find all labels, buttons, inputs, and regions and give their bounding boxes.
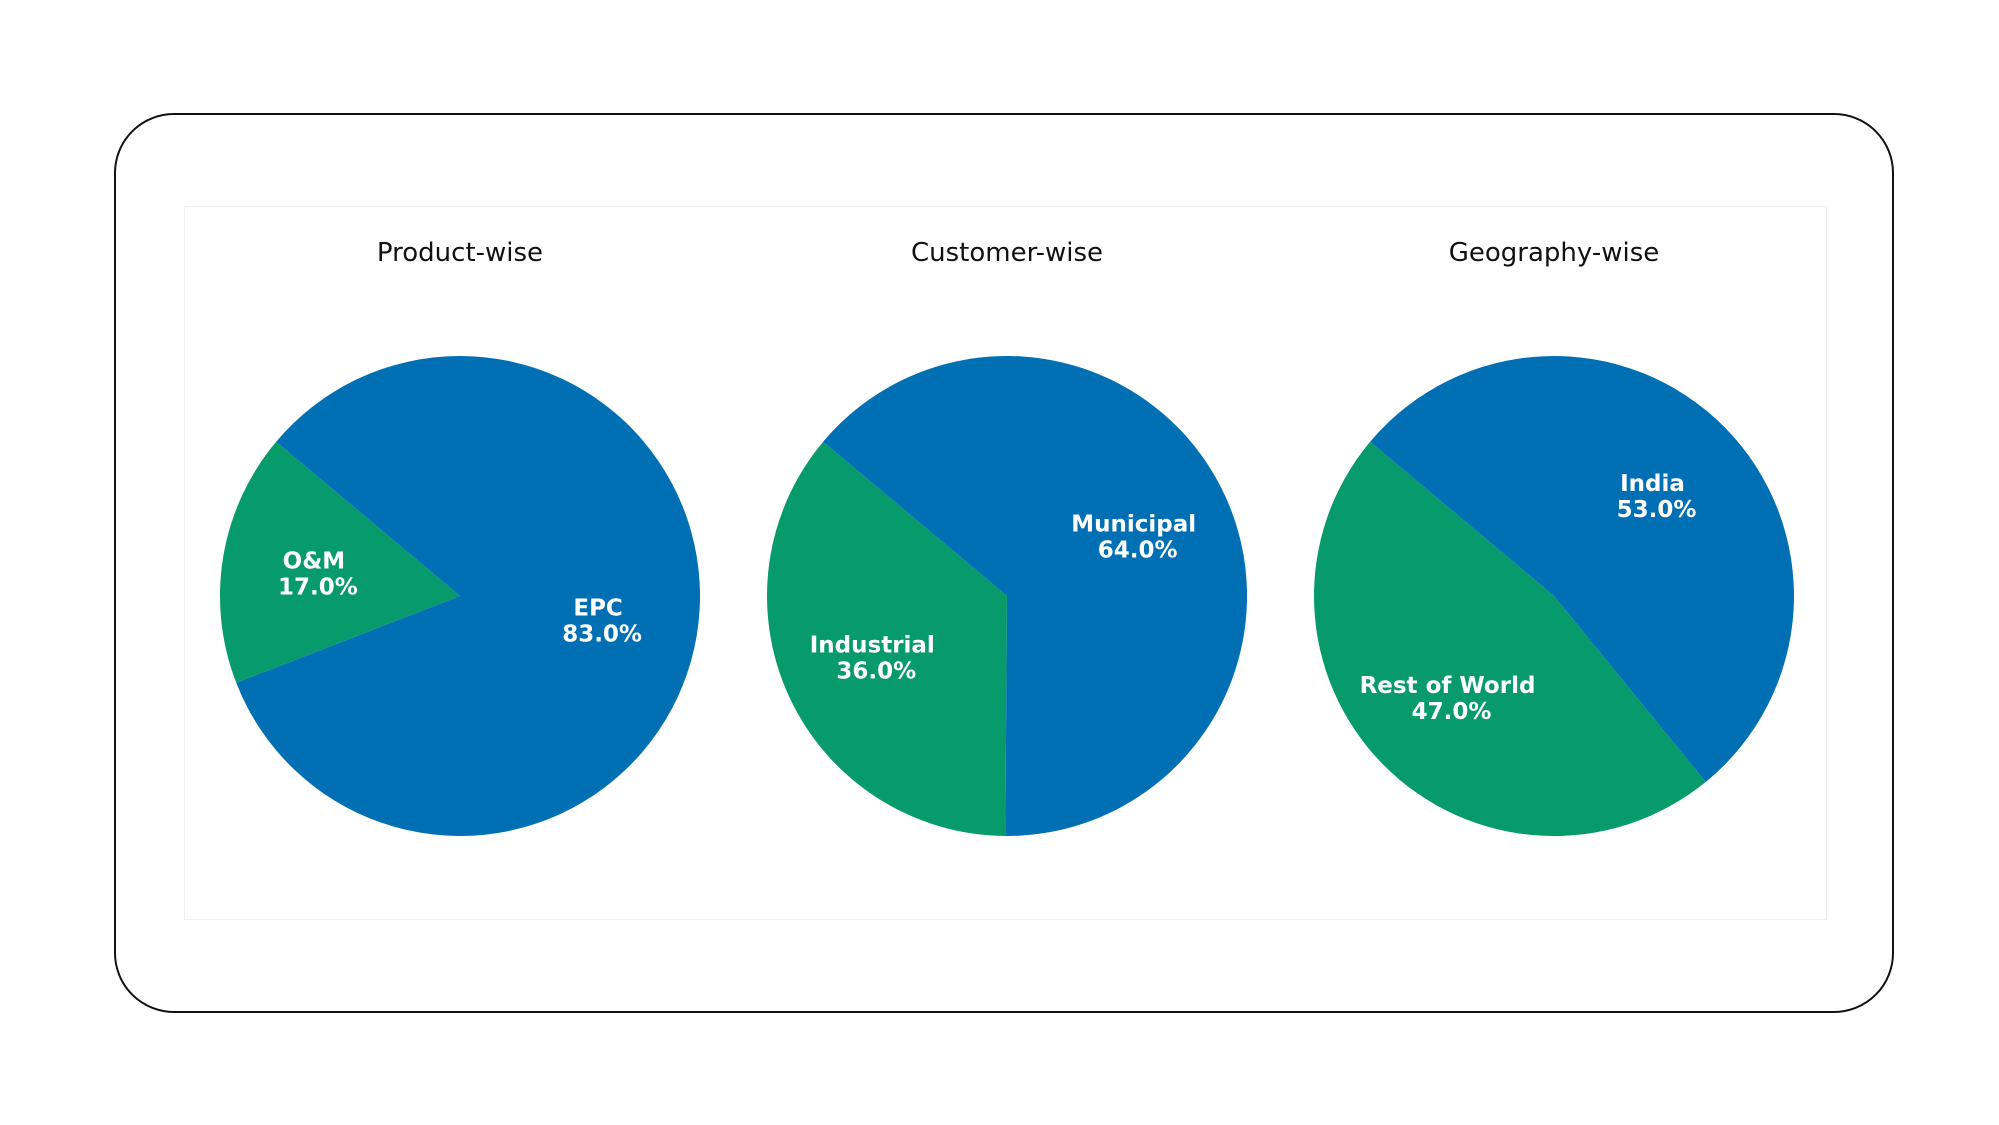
slice-label-om: O&M 17.0% (278, 549, 358, 601)
pie-chart-product: Product-wise O&M 17.0% EPC 83.0% (219, 238, 700, 837)
slice-name-industrial: Industrial (810, 632, 935, 658)
slice-label-municipal: Municipal 64.0% (1071, 512, 1204, 564)
slice-name-om: O&M (283, 549, 346, 575)
pie-slice-industrial (767, 441, 1007, 836)
pie-chart-geography: Geography-wise Rest of World 47.0% India… (1313, 238, 1794, 837)
slice-label-rest-of-world: Rest of World 47.0% (1360, 673, 1544, 725)
slice-percent-epc: 83.0% (562, 622, 642, 648)
slice-name-india: India (1620, 471, 1685, 497)
pie-slice-india (1370, 356, 1794, 782)
pie-slice-om (219, 441, 460, 683)
slice-label-industrial: Industrial 36.0% (810, 632, 943, 684)
slice-label-epc: EPC 83.0% (562, 596, 642, 648)
chart-title-product: Product-wise (377, 238, 543, 268)
pie-slice-municipal (823, 355, 1248, 836)
slice-percent-rest-of-world: 47.0% (1412, 699, 1492, 725)
slice-percent-municipal: 64.0% (1098, 538, 1178, 564)
slice-name-rest-of-world: Rest of World (1360, 673, 1536, 699)
slice-percent-om: 17.0% (278, 575, 358, 601)
slice-percent-india: 53.0% (1617, 497, 1697, 523)
slice-name-municipal: Municipal (1071, 512, 1196, 538)
slice-percent-industrial: 36.0% (836, 658, 916, 684)
pie-slice-rest-of-world (1313, 441, 1706, 837)
chart-title-customer: Customer-wise (911, 238, 1103, 268)
pie-chart-customer: Customer-wise Industrial 36.0% Municipal… (767, 238, 1248, 836)
slice-name-epc: EPC (573, 596, 622, 622)
chart-title-geography: Geography-wise (1449, 238, 1660, 268)
pie-slice-epc (236, 356, 700, 837)
slice-label-india: India 53.0% (1617, 471, 1697, 523)
